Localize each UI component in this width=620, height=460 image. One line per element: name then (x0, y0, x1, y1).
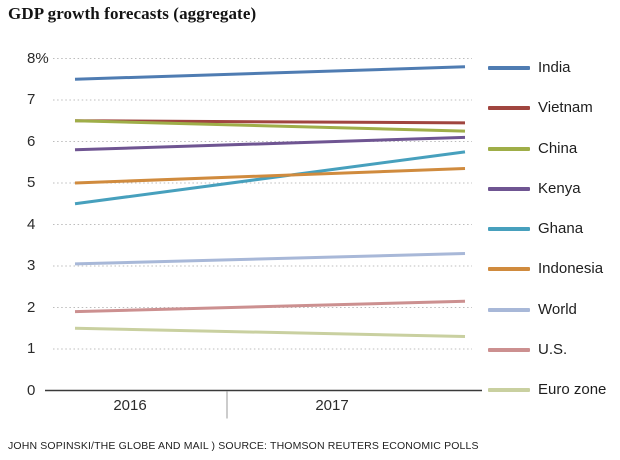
legend-swatch-euro-zone (488, 388, 530, 392)
legend-label-china: China (538, 139, 578, 157)
credit-source-line: JOHN SOPINSKI/THE GLOBE AND MAIL ) SOURC… (8, 440, 479, 452)
series-line-ghana (74, 150, 466, 206)
y-axis-label-4: 4 (27, 215, 36, 233)
legend-label-indonesia: Indonesia (538, 260, 604, 278)
legend-swatch-india (488, 66, 530, 70)
x-axis-label-2017: 2017 (315, 397, 349, 414)
series-line-india (74, 65, 466, 81)
series-line-kenya (74, 135, 466, 152)
y-axis-label-6: 6 (27, 132, 36, 150)
legend-label-kenya: Kenya (538, 179, 581, 197)
series-line-china (74, 119, 466, 133)
legend-swatch-vietnam (488, 106, 530, 111)
series-line-u-s (74, 299, 466, 314)
y-axis-label-7: 7 (27, 91, 36, 108)
legend-label-ghana: Ghana (538, 220, 584, 237)
y-axis-label-8: 8% (27, 49, 49, 67)
legend-label-u-s: U.S. (538, 340, 568, 358)
y-axis-label-1: 1 (27, 340, 36, 357)
y-axis-label-5: 5 (27, 174, 36, 191)
y-axis-label-3: 3 (27, 257, 36, 274)
legend-swatch-u-s (488, 347, 530, 352)
legend-swatch-china (488, 146, 530, 151)
x-axis-label-2016: 2016 (113, 397, 147, 414)
legend-swatch-indonesia (488, 267, 530, 272)
legend-label-india: India (538, 59, 571, 76)
series-line-euro-zone (74, 326, 466, 339)
legend-swatch-kenya (488, 186, 530, 191)
legend-swatch-world (488, 307, 530, 312)
chart-title: GDP growth forecasts (aggregate) (8, 4, 257, 23)
y-axis-label-0: 0 (27, 381, 36, 399)
legend-label-vietnam: Vietnam (538, 99, 593, 117)
legend-label-world: World (538, 300, 577, 318)
series-line-indonesia (74, 166, 466, 185)
y-axis-label-2: 2 (27, 298, 36, 316)
legend-label-euro-zone: Euro zone (538, 381, 607, 398)
series-line-world (74, 252, 466, 266)
legend-swatch-ghana (488, 227, 530, 231)
